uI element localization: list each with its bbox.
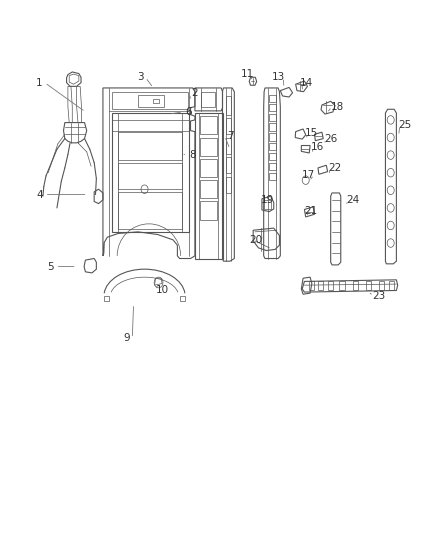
Text: 18: 18 <box>331 102 344 111</box>
Text: 3: 3 <box>137 72 144 82</box>
Text: 14: 14 <box>300 78 313 87</box>
Text: 17: 17 <box>302 170 315 180</box>
Text: 4: 4 <box>36 190 43 199</box>
Text: 26: 26 <box>324 134 337 143</box>
Text: 10: 10 <box>155 286 169 295</box>
Text: 13: 13 <box>272 72 285 82</box>
Text: 6: 6 <box>185 107 192 117</box>
Text: 1: 1 <box>36 78 43 87</box>
Text: 19: 19 <box>261 195 274 205</box>
Text: 2: 2 <box>191 88 198 98</box>
Text: 8: 8 <box>189 150 196 159</box>
Text: 20: 20 <box>250 235 263 245</box>
Text: 11: 11 <box>241 69 254 78</box>
Text: 15: 15 <box>304 128 318 138</box>
Text: 7: 7 <box>226 131 233 141</box>
Text: 22: 22 <box>328 163 342 173</box>
Text: 21: 21 <box>304 206 318 215</box>
Text: 23: 23 <box>372 291 385 301</box>
Text: 16: 16 <box>311 142 324 151</box>
Text: 24: 24 <box>346 195 359 205</box>
Text: 5: 5 <box>47 262 54 271</box>
Text: 9: 9 <box>124 334 131 343</box>
Text: 25: 25 <box>399 120 412 130</box>
